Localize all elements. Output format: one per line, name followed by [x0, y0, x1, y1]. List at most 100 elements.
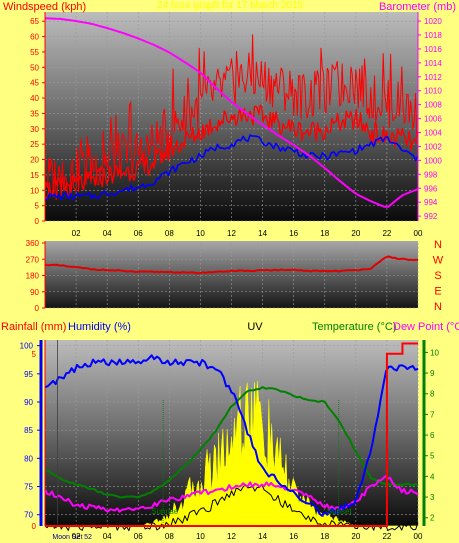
wind-tick-label: 40 — [30, 94, 39, 103]
sunset-label: Sunset — [327, 507, 353, 516]
humidity-axis-title: Humidity (%) — [68, 321, 131, 333]
temp-x-tick-label: 12 — [227, 532, 236, 541]
wind-tick-label: 60 — [30, 33, 39, 42]
temp-x-tick-label: 22 — [382, 532, 391, 541]
direction-tick-label: 180 — [26, 272, 40, 281]
wind-x-tick-label: 00 — [414, 229, 423, 238]
humidity-tick-label: 90 — [24, 398, 33, 407]
wind-axis-title: Windspeed (kph) — [3, 1, 86, 13]
wind-tick-label: 65 — [30, 17, 39, 26]
temp-x-tick-label: 06 — [134, 532, 143, 541]
temp-x-tick-label: 04 — [103, 532, 112, 541]
temp-x-tick-label: 16 — [289, 532, 298, 541]
temperature-tick-label: 3 — [430, 493, 435, 502]
barometer-tick-label: 1002 — [424, 142, 442, 151]
barometer-tick-label: 1006 — [424, 115, 442, 124]
barometer-tick-label: 1008 — [424, 101, 442, 110]
windspeed-series-line — [44, 104, 419, 201]
wind-tick-label: 30 — [30, 125, 39, 134]
wind-x-tick-label: 06 — [134, 229, 143, 238]
humidity-tick-label: 95 — [24, 370, 33, 379]
barometer-tick-label: 1018 — [424, 31, 442, 40]
temperature-tick-label: 7 — [430, 410, 435, 419]
wind-tick-label: 50 — [30, 63, 39, 72]
wind-tick-label: 15 — [30, 171, 39, 180]
barometer-tick-label: 1016 — [424, 45, 442, 54]
temperature-axis-title: Temperature (°C) — [312, 321, 396, 333]
temperature-tick-label: 9 — [430, 369, 435, 378]
temp-x-tick-label: 00 — [414, 532, 423, 541]
temperature-tick-label: 10 — [430, 348, 439, 357]
wind-x-tick-label: 18 — [320, 229, 329, 238]
wind-tick-label: 0 — [35, 217, 40, 226]
compass-label: W — [433, 255, 444, 267]
gust-series-line — [44, 34, 419, 200]
temperature-series-line — [44, 386, 419, 499]
direction-tick-label: 270 — [26, 255, 40, 264]
temp-x-tick-label: 20 — [351, 532, 360, 541]
wind-x-tick-label: 02 — [72, 229, 81, 238]
temperature-tick-label: 6 — [430, 431, 435, 440]
rain-tick-label: 0 — [32, 522, 37, 531]
uv-axis-title: UV — [247, 321, 263, 333]
wind-tick-label: 55 — [30, 48, 39, 57]
barometer-tick-label: 992 — [424, 212, 438, 221]
rainfall-series-line — [45, 342, 418, 527]
temp-x-tick-label: 14 — [258, 532, 267, 541]
barometer-series-line — [44, 17, 419, 208]
barometer-tick-label: 996 — [424, 184, 438, 193]
rain-tick-label: 5 — [32, 350, 37, 359]
barometer-tick-label: 1014 — [424, 59, 442, 68]
temp-x-tick-label: 10 — [196, 532, 205, 541]
moon-set-time-label: 52 — [84, 534, 92, 541]
direction-tick-label: 0 — [35, 304, 40, 313]
wind-tick-label: 5 — [35, 202, 40, 211]
temperature-tick-label: 5 — [430, 452, 435, 461]
humidity-tick-label: 100 — [20, 342, 34, 351]
wind-x-tick-label: 16 — [289, 229, 298, 238]
wind-tick-label: 25 — [30, 140, 39, 149]
barometer-tick-label: 1004 — [424, 129, 442, 138]
compass-label: N — [434, 239, 442, 251]
compass-label: E — [434, 286, 441, 298]
compass-label: N — [434, 301, 442, 313]
humidity-series-line — [44, 354, 419, 517]
barometer-tick-label: 1000 — [424, 156, 442, 165]
temp-x-tick-label: 18 — [320, 532, 329, 541]
humidity-tick-label: 75 — [24, 483, 33, 492]
chart-title: 24 hour graph for 17 March 2015 — [157, 0, 304, 11]
direction-series-line — [44, 255, 419, 275]
moon-set-label: Moon Set — [52, 534, 82, 541]
wind-x-tick-label: 08 — [165, 229, 174, 238]
wind-x-tick-label: 10 — [196, 229, 205, 238]
wind-x-tick-label: 04 — [103, 229, 112, 238]
barometer-axis-title: Barometer (mb) — [379, 1, 456, 13]
temp-x-tick-label: 02 — [72, 532, 81, 541]
wind-x-tick-label: 14 — [258, 229, 267, 238]
temperature-tick-label: 2 — [430, 514, 435, 523]
wind-x-tick-label: 12 — [227, 229, 236, 238]
temperature-tick-label: 4 — [430, 472, 435, 481]
humidity-tick-label: 80 — [24, 454, 33, 463]
rain-axis-title: Rainfall (mm) — [1, 321, 66, 333]
wind-x-tick-label: 20 — [351, 229, 360, 238]
sunrise-label: Sunrise — [151, 507, 179, 516]
wind-average-series-line — [44, 134, 419, 201]
compass-label: S — [434, 270, 441, 282]
direction-tick-label: 360 — [26, 239, 40, 248]
dew-point-axis-title: Dew Point (°C) — [393, 321, 459, 333]
barometer-tick-label: 998 — [424, 170, 438, 179]
wind-tick-label: 45 — [30, 79, 39, 88]
wind-x-tick-label: 22 — [382, 229, 391, 238]
barometer-tick-label: 994 — [424, 198, 438, 207]
barometer-tick-label: 1012 — [424, 73, 442, 82]
wind-tick-label: 35 — [30, 109, 39, 118]
humidity-tick-label: 70 — [24, 511, 33, 520]
humidity-tick-label: 85 — [24, 426, 33, 435]
temp-x-tick-label: 08 — [165, 532, 174, 541]
wind-tick-label: 10 — [30, 186, 39, 195]
barometer-tick-label: 1020 — [424, 17, 442, 26]
direction-tick-label: 90 — [30, 288, 39, 297]
barometer-tick-label: 1010 — [424, 87, 442, 96]
